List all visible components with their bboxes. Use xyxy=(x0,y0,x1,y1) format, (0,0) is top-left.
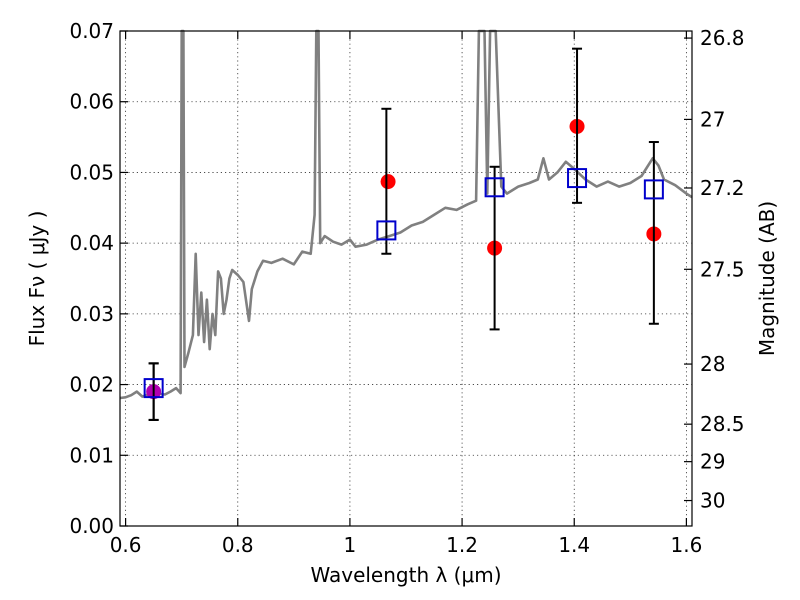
plot-area xyxy=(119,29,693,421)
model-spectrum-line xyxy=(119,29,693,400)
right-tick-label: 27.2 xyxy=(700,176,745,200)
right-tick-label: 28 xyxy=(700,352,725,376)
y-tick-label: 0.07 xyxy=(69,19,114,43)
x-tick-label: 1.4 xyxy=(558,533,590,557)
model-flux-square xyxy=(484,177,505,198)
right-tick-label: 29 xyxy=(700,450,725,474)
y-tick-label: 0.00 xyxy=(69,514,114,538)
model-flux-square xyxy=(643,179,664,200)
y-axis-label: Flux Fν ( μJy ) xyxy=(25,211,49,347)
y-tick-label: 0.03 xyxy=(69,302,114,326)
right-tick-label: 28.5 xyxy=(700,412,745,436)
y-tick-label: 0.02 xyxy=(69,373,114,397)
y-tick-label: 0.04 xyxy=(69,231,114,255)
observed-flux-point xyxy=(380,174,396,190)
axes: 0.6 0.8 1 1.2 1.4 1.6 0.00 0.01 0.02 0.03 0.04 0.05… xyxy=(69,19,744,557)
x-tick-label: 1.2 xyxy=(446,533,478,557)
plot-frame xyxy=(119,30,693,527)
x-tick-label: 0.8 xyxy=(222,533,254,557)
grid xyxy=(120,30,692,527)
model-flux-square xyxy=(143,378,164,399)
x-axis-label: Wavelength λ (μm) xyxy=(310,563,501,587)
model-flux-square xyxy=(376,220,397,241)
right-axis-label: Magnitude (AB) xyxy=(755,201,779,356)
x-tick-label: 1 xyxy=(344,533,357,557)
right-tick-label: 27 xyxy=(700,107,725,131)
x-tick-label: 1.6 xyxy=(670,533,702,557)
right-tick-label: 30 xyxy=(700,489,725,513)
y-tick-label: 0.01 xyxy=(69,443,114,467)
right-tick-label: 27.5 xyxy=(700,257,745,281)
y-tick-label: 0.05 xyxy=(69,160,114,184)
right-tick-label: 26.8 xyxy=(700,26,745,50)
model-flux-square xyxy=(567,168,588,189)
y-tick-label: 0.06 xyxy=(69,90,114,114)
x-tick-label: 0.6 xyxy=(110,533,142,557)
